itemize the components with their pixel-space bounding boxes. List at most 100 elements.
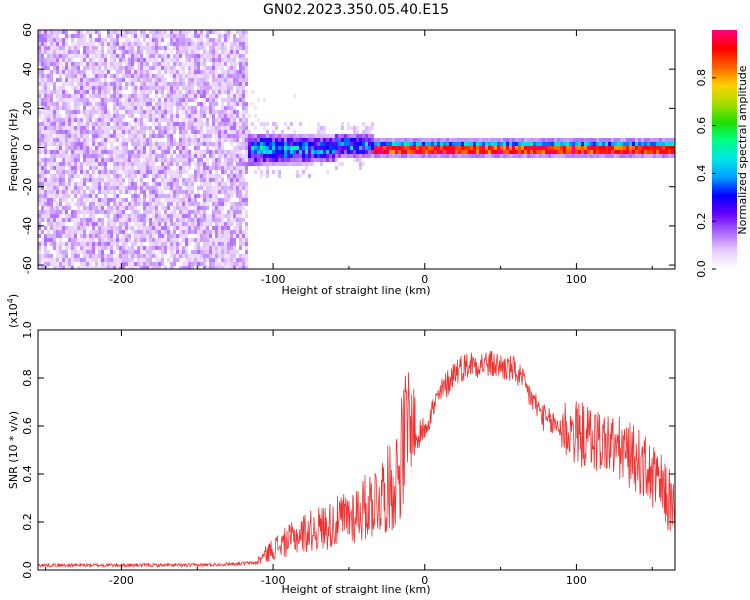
spectrogram-cell xyxy=(41,174,44,178)
spectrogram-cell xyxy=(269,138,272,142)
spectrogram-cell xyxy=(50,122,53,126)
spectrogram-cell xyxy=(161,178,164,182)
spectrogram-cell xyxy=(59,250,62,254)
spectrogram-cell xyxy=(575,146,578,150)
spectrogram-cell xyxy=(107,210,110,214)
spectrogram-cell xyxy=(107,70,110,74)
spectrogram-cell xyxy=(167,106,170,110)
spectrogram-cell xyxy=(290,162,293,166)
spectrogram-cell xyxy=(152,166,155,170)
spectrogram-cell xyxy=(98,70,101,74)
spectrogram-cell xyxy=(197,190,200,194)
spectrogram-cell xyxy=(200,214,203,218)
spectrogram-cell xyxy=(194,258,197,262)
spectrogram-cell xyxy=(482,150,485,154)
spectrogram-cell xyxy=(242,170,245,174)
spectrogram-cell xyxy=(149,114,152,118)
spectrogram-cell xyxy=(44,74,47,78)
spectrogram-cell xyxy=(158,258,161,262)
spectrogram-cell xyxy=(77,66,80,70)
spectrogram-cell xyxy=(140,50,143,54)
spectrogram-cell xyxy=(59,86,62,90)
spectrogram-cell xyxy=(188,178,191,182)
spectrogram-cell xyxy=(53,118,56,122)
spectrogram-cell xyxy=(515,146,518,150)
spectrogram-cell xyxy=(215,94,218,98)
spectrogram-cell xyxy=(173,162,176,166)
spectrogram-cell xyxy=(80,246,83,250)
spectrogram-cell xyxy=(137,62,140,66)
spectrogram-cell xyxy=(206,202,209,206)
spectrogram-cell xyxy=(194,214,197,218)
spectrogram-cell xyxy=(278,170,281,174)
spectrogram-cell xyxy=(245,154,248,158)
spectrogram-cell xyxy=(56,214,59,218)
spectrogram-cell xyxy=(515,142,518,146)
spectrogram-cell xyxy=(236,258,239,262)
spectrogram-cell xyxy=(257,138,260,142)
spectrogram-cell xyxy=(143,162,146,166)
spectrogram-cell xyxy=(461,142,464,146)
spectrogram-cell xyxy=(173,226,176,230)
spectrogram-cell xyxy=(245,238,248,242)
spectrogram-cell xyxy=(176,38,179,42)
spectrogram-cell xyxy=(137,66,140,70)
spectrogram-cell xyxy=(101,206,104,210)
spectrogram-cell xyxy=(278,158,281,162)
spectrogram-cell xyxy=(155,66,158,70)
spectrogram-cell xyxy=(38,174,41,178)
spectrogram-cell xyxy=(56,170,59,174)
spectrogram-cell xyxy=(80,186,83,190)
spectrogram-cell xyxy=(74,54,77,58)
spectrogram-cell xyxy=(98,30,101,34)
spectrogram-cell xyxy=(74,242,77,246)
spectrogram-cell xyxy=(140,62,143,66)
spectrogram-cell xyxy=(203,106,206,110)
spectrogram-cell xyxy=(245,182,248,186)
spectrogram-cell xyxy=(224,58,227,62)
spectrogram-cell xyxy=(275,126,278,130)
spectrogram-cell xyxy=(227,154,230,158)
spectrogram-cell xyxy=(194,222,197,226)
spectrogram-cell xyxy=(521,138,524,142)
spectrogram-cell xyxy=(155,202,158,206)
spectrogram-cell xyxy=(233,174,236,178)
spectrogram-cell xyxy=(134,30,137,34)
spectrogram-cell xyxy=(53,222,56,226)
spectrogram-cell xyxy=(83,266,86,269)
spectrogram-cell xyxy=(551,146,554,150)
spectrogram-cell xyxy=(200,38,203,42)
spectrogram-cell xyxy=(146,62,149,66)
spectrogram-cell xyxy=(254,162,257,166)
spectrogram-cell xyxy=(197,66,200,70)
spectrogram-cell xyxy=(614,138,617,142)
spectrogram-cell xyxy=(524,142,527,146)
spectrogram-cell xyxy=(554,138,557,142)
spectrogram-cell xyxy=(125,170,128,174)
spectrogram-cell xyxy=(305,134,308,138)
spectrogram-cell xyxy=(95,158,98,162)
spectrogram-cell xyxy=(128,38,131,42)
spectrogram-cell xyxy=(128,134,131,138)
spectrogram-cell xyxy=(158,110,161,114)
spectrogram-cell xyxy=(224,54,227,58)
spectrogram-cell xyxy=(206,198,209,202)
spectrogram-cell xyxy=(53,154,56,158)
spectrogram-cell xyxy=(233,254,236,258)
spectrogram-cell xyxy=(56,190,59,194)
spectrogram-cell xyxy=(104,186,107,190)
spectrogram-cell xyxy=(95,86,98,90)
spectrogram-cell xyxy=(620,142,623,146)
spectrogram-cell xyxy=(71,70,74,74)
spectrogram-cell xyxy=(179,74,182,78)
spectrogram-cell xyxy=(110,210,113,214)
spectrogram-cell xyxy=(50,178,53,182)
spectrogram-cell xyxy=(221,86,224,90)
spectrogram-cell xyxy=(77,42,80,46)
spectrogram-cell xyxy=(56,262,59,266)
spectrogram-cell xyxy=(218,218,221,222)
spectrogram-cell xyxy=(296,154,299,158)
spectrogram-cell xyxy=(56,154,59,158)
spectrogram-cell xyxy=(245,74,248,78)
spectrogram-cell xyxy=(116,34,119,38)
